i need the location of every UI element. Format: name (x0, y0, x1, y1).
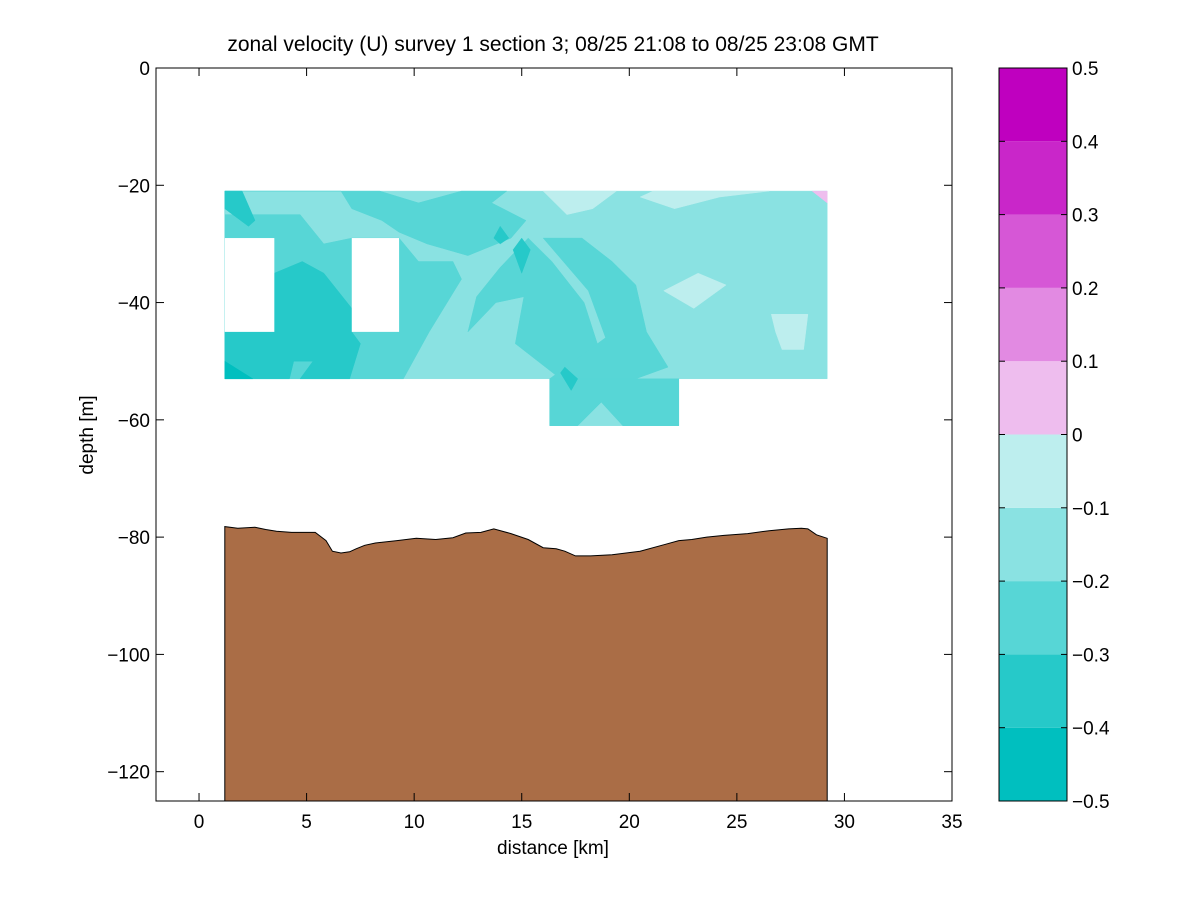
contour-patch-14 (663, 272, 727, 309)
x-tick-label-1: 5 (301, 812, 312, 833)
colorbar-tick-label-5: 0 (1072, 426, 1083, 447)
contour-patch-7 (224, 261, 361, 380)
y-tick-label-5: −100 (107, 645, 150, 666)
x-axis-label: distance [km] (497, 838, 609, 859)
seafloor (224, 526, 828, 802)
plot-frame (155, 67, 953, 802)
colorbar-band-6 (999, 287, 1067, 362)
plot-area: 0 5 10 15 20 25 30 35 0 −20 −40 −60 −80 −100 −120 (107, 59, 962, 833)
colorbar-tick-label-10: 0.5 (1072, 59, 1098, 80)
colorbar-tick-label-4: −0.1 (1072, 499, 1110, 520)
colorbar-band-3 (999, 507, 1067, 582)
contour-patch-4 (542, 237, 669, 380)
colorbar-tick-label-6: 0.1 (1072, 352, 1098, 373)
x-tick-label-0: 0 (194, 812, 205, 833)
y-tick-label-2: −40 (118, 294, 150, 315)
colorbar-band-8 (999, 141, 1067, 215)
y-axis: 0 −20 −40 −60 −80 −100 −120 (107, 59, 952, 784)
contour-patch-10 (560, 366, 579, 391)
contour-patch-11 (224, 360, 254, 380)
contour-patch-15 (770, 314, 809, 350)
colorbar-tick-label-3: −0.2 (1072, 572, 1110, 593)
colorbar: −0.5 −0.4 −0.3 −0.2 −0.1 0 0.1 0.2 0.3 0.4 0.5 (998, 59, 1110, 813)
contour-patch-12 (542, 190, 618, 215)
x-tick-label-2: 10 (404, 812, 425, 833)
contour-patch-5 (549, 378, 680, 426)
colorbar-tick-label-0: −0.5 (1072, 792, 1110, 813)
y-tick-label-0: 0 (139, 59, 150, 80)
seafloor-bathymetry (224, 526, 828, 802)
colorbar-tick-label-7: 0.2 (1072, 279, 1098, 300)
x-tick-label-3: 15 (511, 812, 532, 833)
x-tick-label-5: 25 (726, 812, 747, 833)
colorbar-band-0 (999, 727, 1067, 801)
colorbar-band-2 (999, 581, 1067, 655)
x-tick-label-4: 20 (619, 812, 640, 833)
x-tick-label-7: 35 (941, 812, 962, 833)
y-tick-label-1: −20 (118, 176, 150, 197)
contour-patch-9 (512, 237, 531, 274)
contour-patch-6 (224, 190, 256, 227)
y-tick-label-3: −60 (118, 411, 150, 432)
contour-field (224, 190, 828, 426)
y-tick-label-4: −80 (118, 528, 150, 549)
colorbar-tick-label-2: −0.3 (1072, 645, 1110, 666)
contour-patch-8 (493, 225, 510, 245)
colorbar-band-9 (999, 68, 1067, 142)
colorbar-band-5 (999, 361, 1067, 435)
colorbar-tick-label-9: 0.4 (1072, 132, 1099, 153)
y-axis-label: depth [m] (77, 395, 98, 474)
colorbar-band-1 (999, 654, 1067, 728)
x-axis: 0 5 10 15 20 25 30 35 (194, 68, 963, 833)
data-gap-1 (351, 238, 400, 332)
colorbar-band-7 (999, 214, 1067, 288)
colorbar-tick-label-8: 0.3 (1072, 206, 1098, 227)
contour-patch-16 (811, 190, 828, 204)
chart-title: zonal velocity (U) survey 1 section 3; 0… (227, 33, 879, 56)
data-gaps (224, 238, 400, 332)
data-gap-0 (224, 238, 275, 332)
colorbar-tick-label-1: −0.4 (1072, 719, 1110, 740)
y-tick-label-6: −120 (107, 763, 150, 784)
contour-patch-13 (639, 190, 770, 209)
colorbar-band-4 (999, 434, 1067, 508)
x-tick-label-6: 30 (834, 812, 855, 833)
